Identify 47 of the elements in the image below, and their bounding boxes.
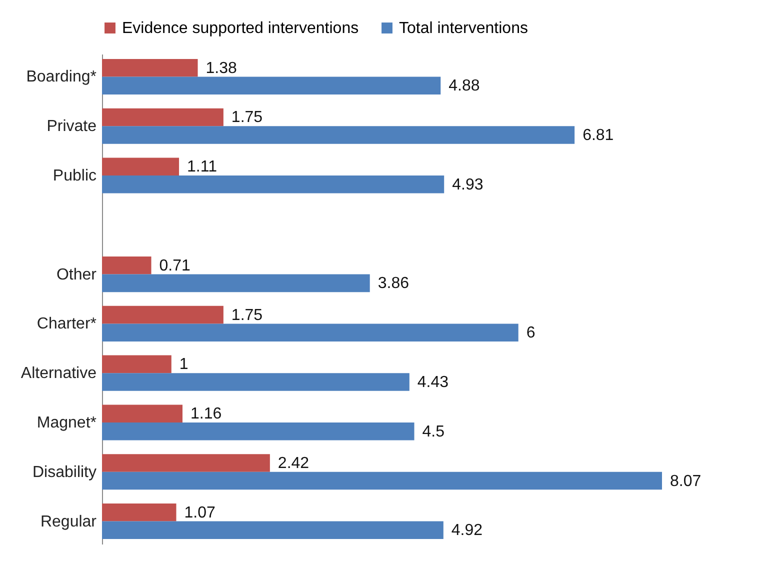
legend-label: Total interventions <box>399 20 528 37</box>
data-label: 4.93 <box>452 176 484 194</box>
data-label: 1 <box>179 356 188 374</box>
bar <box>102 324 518 342</box>
data-label: 1.38 <box>206 60 238 77</box>
y-tick-label: Disability <box>32 464 96 481</box>
data-label: 1.75 <box>231 306 263 324</box>
bar <box>102 176 444 194</box>
bar <box>102 503 176 522</box>
legend-label: Evidence supported interventions <box>122 20 359 37</box>
bar <box>102 306 224 324</box>
data-label: 0.71 <box>159 257 191 274</box>
bar <box>102 108 224 126</box>
data-label: 1.07 <box>184 504 216 522</box>
data-label: 4.43 <box>417 374 449 391</box>
bar <box>102 355 172 374</box>
data-label: 1.75 <box>231 109 263 126</box>
data-label: 4.88 <box>448 78 480 95</box>
y-tick-label: Private <box>46 118 97 136</box>
data-label: 6 <box>526 324 536 342</box>
bar <box>102 158 180 176</box>
data-label: 4.92 <box>451 522 483 540</box>
bar <box>102 454 270 472</box>
data-label: 6.81 <box>582 127 614 144</box>
y-tick-label: Public <box>52 168 96 185</box>
y-tick-label: Alternative <box>20 365 97 382</box>
data-label: 1.16 <box>190 406 222 423</box>
bar <box>102 76 441 95</box>
bar <box>102 256 152 274</box>
y-tick-label: Magnet* <box>36 414 96 432</box>
data-label: 1.11 <box>187 158 218 176</box>
y-tick-label: Other <box>56 266 98 284</box>
bar <box>102 373 410 391</box>
y-tick-label: Charter* <box>36 316 96 333</box>
data-label: 3.86 <box>378 275 410 292</box>
data-label: 4.5 <box>422 423 445 440</box>
y-tick-label: Boarding* <box>26 68 96 86</box>
data-label: 8.07 <box>670 472 702 490</box>
bar <box>102 422 414 440</box>
bar <box>102 472 662 490</box>
bar <box>102 58 198 77</box>
data-label: 2.42 <box>278 454 310 472</box>
bar <box>102 521 444 540</box>
y-tick-label: Regular <box>40 513 98 530</box>
bar <box>102 404 182 422</box>
bar <box>102 126 575 144</box>
bar <box>102 274 370 292</box>
